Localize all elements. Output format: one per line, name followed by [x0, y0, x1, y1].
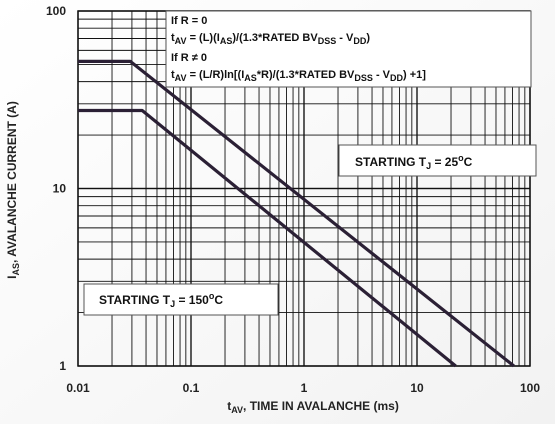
- series-line-tj150: [78, 108, 457, 368]
- tj150-box: [83, 283, 279, 316]
- series-line-tj25: [78, 59, 515, 368]
- x-tick-label: 10: [410, 381, 424, 395]
- series-layer: [78, 59, 515, 368]
- formula-box: [165, 10, 532, 88]
- x-tick-label: 0.1: [183, 381, 200, 395]
- y-tick-label: 100: [46, 4, 66, 18]
- y-tick-label: 1: [59, 359, 66, 373]
- formula-annotation: If R = 0 tAV = (L)(IAS)/(1.3*RATED BVDSS…: [165, 10, 532, 88]
- y-tick-label: 10: [53, 182, 67, 196]
- formula-line-3: If R ≠ 0: [171, 52, 207, 64]
- tj25-annotation: STARTING TJ = 25oC: [338, 144, 537, 177]
- tj150-label: STARTING TJ = 150oC: [99, 291, 223, 309]
- formula-line-1: If R = 0: [171, 15, 207, 27]
- x-tick-label: 100: [520, 381, 540, 395]
- tj150-annotation: STARTING TJ = 150oC: [83, 283, 279, 316]
- tj25-label: STARTING TJ = 25oC: [355, 153, 473, 171]
- x-axis-label: tAV, TIME IN AVALANCHE (ms): [227, 399, 399, 415]
- formula-line-2: tAV = (L)(IAS)/(1.3*RATED BVDSS - VDD): [171, 32, 370, 46]
- y-axis-label: IAS, AVALANCHE CURRENT (A): [5, 101, 21, 279]
- x-tick-label: 0.01: [66, 381, 90, 395]
- tick-labels: 0.01 0.1 1 10 100 1 10 100: [46, 4, 540, 395]
- formula-line-4: tAV = (L/R)ln[(IAS*R)/(1.3*RATED BVDSS -…: [171, 69, 426, 83]
- tj25-box: [338, 144, 537, 177]
- x-tick-label: 1: [301, 381, 308, 395]
